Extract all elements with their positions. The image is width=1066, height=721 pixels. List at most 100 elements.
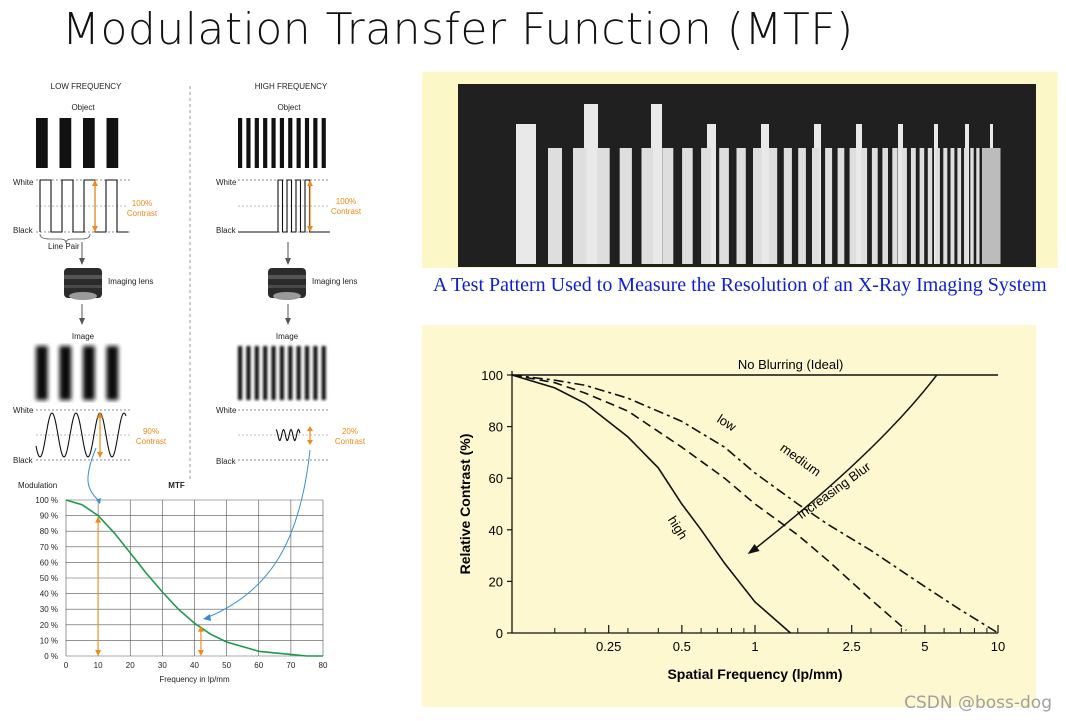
- low-black-label: Black: [13, 226, 34, 235]
- mtf-y-tick-label: 100 %: [35, 496, 58, 505]
- image-bar: [59, 346, 72, 400]
- high-image-label: Image: [276, 332, 299, 341]
- pattern-short-bar: [825, 148, 833, 264]
- mtf-marker-arrowhead-bottom: [95, 650, 102, 656]
- object-bar: [304, 118, 310, 168]
- low-frequency-blurred-image: [36, 346, 130, 400]
- test-pattern-photo-frame: [422, 72, 1058, 268]
- mtf-x-tick-label: 40: [190, 661, 199, 670]
- contrast-series-label: high: [665, 513, 691, 542]
- low-frequency-object-pattern: [36, 118, 130, 168]
- image-bar: [246, 346, 251, 400]
- pattern-short-bar: [943, 148, 948, 264]
- pattern-short-bar: [901, 148, 907, 264]
- watermark: CSDN @boss-dog: [904, 693, 1052, 713]
- pattern-short-bar: [812, 148, 820, 264]
- image-bar: [296, 346, 301, 400]
- pattern-short-bar: [682, 148, 693, 264]
- high-black-label: Black: [216, 226, 237, 235]
- contrast-y-tick-label: 0: [496, 626, 503, 641]
- object-bar: [238, 118, 243, 168]
- relative-contrast-chart: 0 20 40 60 80 100 0.25 0.5 1 2.5 5 10 Spatial Freque…: [457, 357, 1005, 682]
- contrast-chart-frame: 0 20 40 60 80 100 0.25 0.5 1 2.5 5 10 Spatial Freque…: [422, 325, 1036, 707]
- pattern-short-bar: [719, 148, 729, 264]
- pattern-short-bar: [964, 148, 968, 264]
- pattern-short-bar: [927, 148, 933, 264]
- image-bar: [321, 346, 326, 400]
- mtf-y-tick-label: 0 %: [44, 652, 58, 661]
- mtf-x-tick-label: 10: [94, 661, 103, 670]
- increasing-blur-arrowhead: [747, 544, 760, 554]
- contrast-x-tick-label: 10: [991, 639, 1005, 654]
- line-pair-label: Line Pair: [48, 242, 80, 251]
- mtf-x-tick-label: 20: [126, 661, 135, 670]
- mtf-x-tick-label: 70: [286, 661, 295, 670]
- object-bar: [288, 118, 293, 168]
- mtf-x-tick-label: 60: [254, 661, 263, 670]
- image-bar: [304, 346, 310, 400]
- pattern-short-bar: [892, 148, 898, 264]
- xray-test-pattern-image: [458, 84, 1036, 267]
- test-pattern-caption: A Test Pattern Used to Measure the Resol…: [433, 274, 1047, 296]
- pattern-short-bar: [753, 148, 762, 264]
- pattern-fine-region: [982, 148, 1000, 264]
- pattern-short-bar: [798, 148, 806, 264]
- contrast-x-tick-label: 1: [751, 639, 758, 654]
- increasing-blur-arrow: [749, 374, 938, 554]
- contrast-series-label: medium: [778, 440, 824, 479]
- mtf-y-tick-label: 70 %: [40, 543, 58, 552]
- low-object-contrast-value: 100%: [132, 199, 152, 208]
- contrast-x-tick-label: 2.5: [843, 639, 861, 654]
- mtf-y-tick-label: 30 %: [40, 605, 58, 614]
- high-imaging-lens-icon: [268, 268, 306, 300]
- pattern-tall-bar: [856, 124, 862, 264]
- object-bar: [271, 118, 276, 168]
- mtf-x-tick-label: 80: [319, 661, 328, 670]
- image-bar: [254, 346, 259, 400]
- object-bar: [279, 118, 284, 168]
- mtf-y-tick-label: 40 %: [40, 590, 58, 599]
- pattern-short-bar: [837, 148, 845, 264]
- pattern-tall-bar: [584, 104, 598, 124]
- object-bar: [313, 118, 318, 168]
- low-imaging-lens-icon: [64, 268, 102, 300]
- mtf-curve-chart: MTF Modulation 0 % 10 % 20 % 30 % 40 % 50 % 60 %…: [18, 481, 328, 684]
- mtf-x-tick-label: 50: [222, 661, 231, 670]
- mtf-concept-diagram: LOW FREQUENCY HIGH FREQUENCY Object Obje…: [13, 82, 366, 684]
- pattern-tall-bar: [651, 124, 662, 264]
- pattern-short-bar: [970, 148, 974, 264]
- low-imaging-lens-label: Imaging lens: [108, 277, 153, 286]
- pattern-short-bar: [919, 148, 925, 264]
- mtf-y-tick-label: 20 %: [40, 621, 58, 630]
- high-frequency-square-wave: [238, 179, 330, 233]
- mtf-marker-arrowhead-top: [197, 625, 204, 632]
- image-bar: [83, 346, 95, 400]
- image-bar: [263, 346, 268, 400]
- contrast-x-tick-label: 0.5: [673, 639, 691, 654]
- slide-title: Modulation Transfer Function (MTF): [62, 4, 854, 55]
- mtf-x-tick-label: 0: [64, 661, 69, 670]
- contrast-y-tick-label: 40: [489, 523, 503, 538]
- object-bar: [83, 118, 95, 168]
- high-image-contrast-word: Contrast: [335, 437, 366, 446]
- contrast-y-tick-label: 60: [489, 471, 503, 486]
- contrast-series-label: low: [715, 411, 740, 434]
- pattern-tall-bar: [584, 124, 598, 264]
- object-bar: [36, 118, 48, 168]
- pattern-tall-bar: [651, 104, 662, 124]
- pattern-short-bar: [957, 148, 962, 264]
- pattern-tall-bar: [516, 124, 536, 264]
- low-pointer-arrow: [87, 447, 101, 503]
- low-image-black-label: Black: [13, 456, 34, 465]
- mtf-curve-line: [65, 499, 323, 657]
- mtf-y-tick-label: 60 %: [40, 558, 58, 567]
- mtf-marker-arrowhead-top: [95, 516, 102, 523]
- high-frequency-title: HIGH FREQUENCY: [255, 82, 328, 91]
- image-bar: [279, 346, 284, 400]
- low-frequency-square-wave: [39, 179, 128, 233]
- pattern-short-bar: [882, 148, 888, 264]
- high-frequency-blurred-image: [238, 346, 330, 400]
- pattern-short-bar: [768, 148, 778, 264]
- high-image-white-label: White: [216, 406, 237, 415]
- pattern-short-bar: [976, 148, 980, 264]
